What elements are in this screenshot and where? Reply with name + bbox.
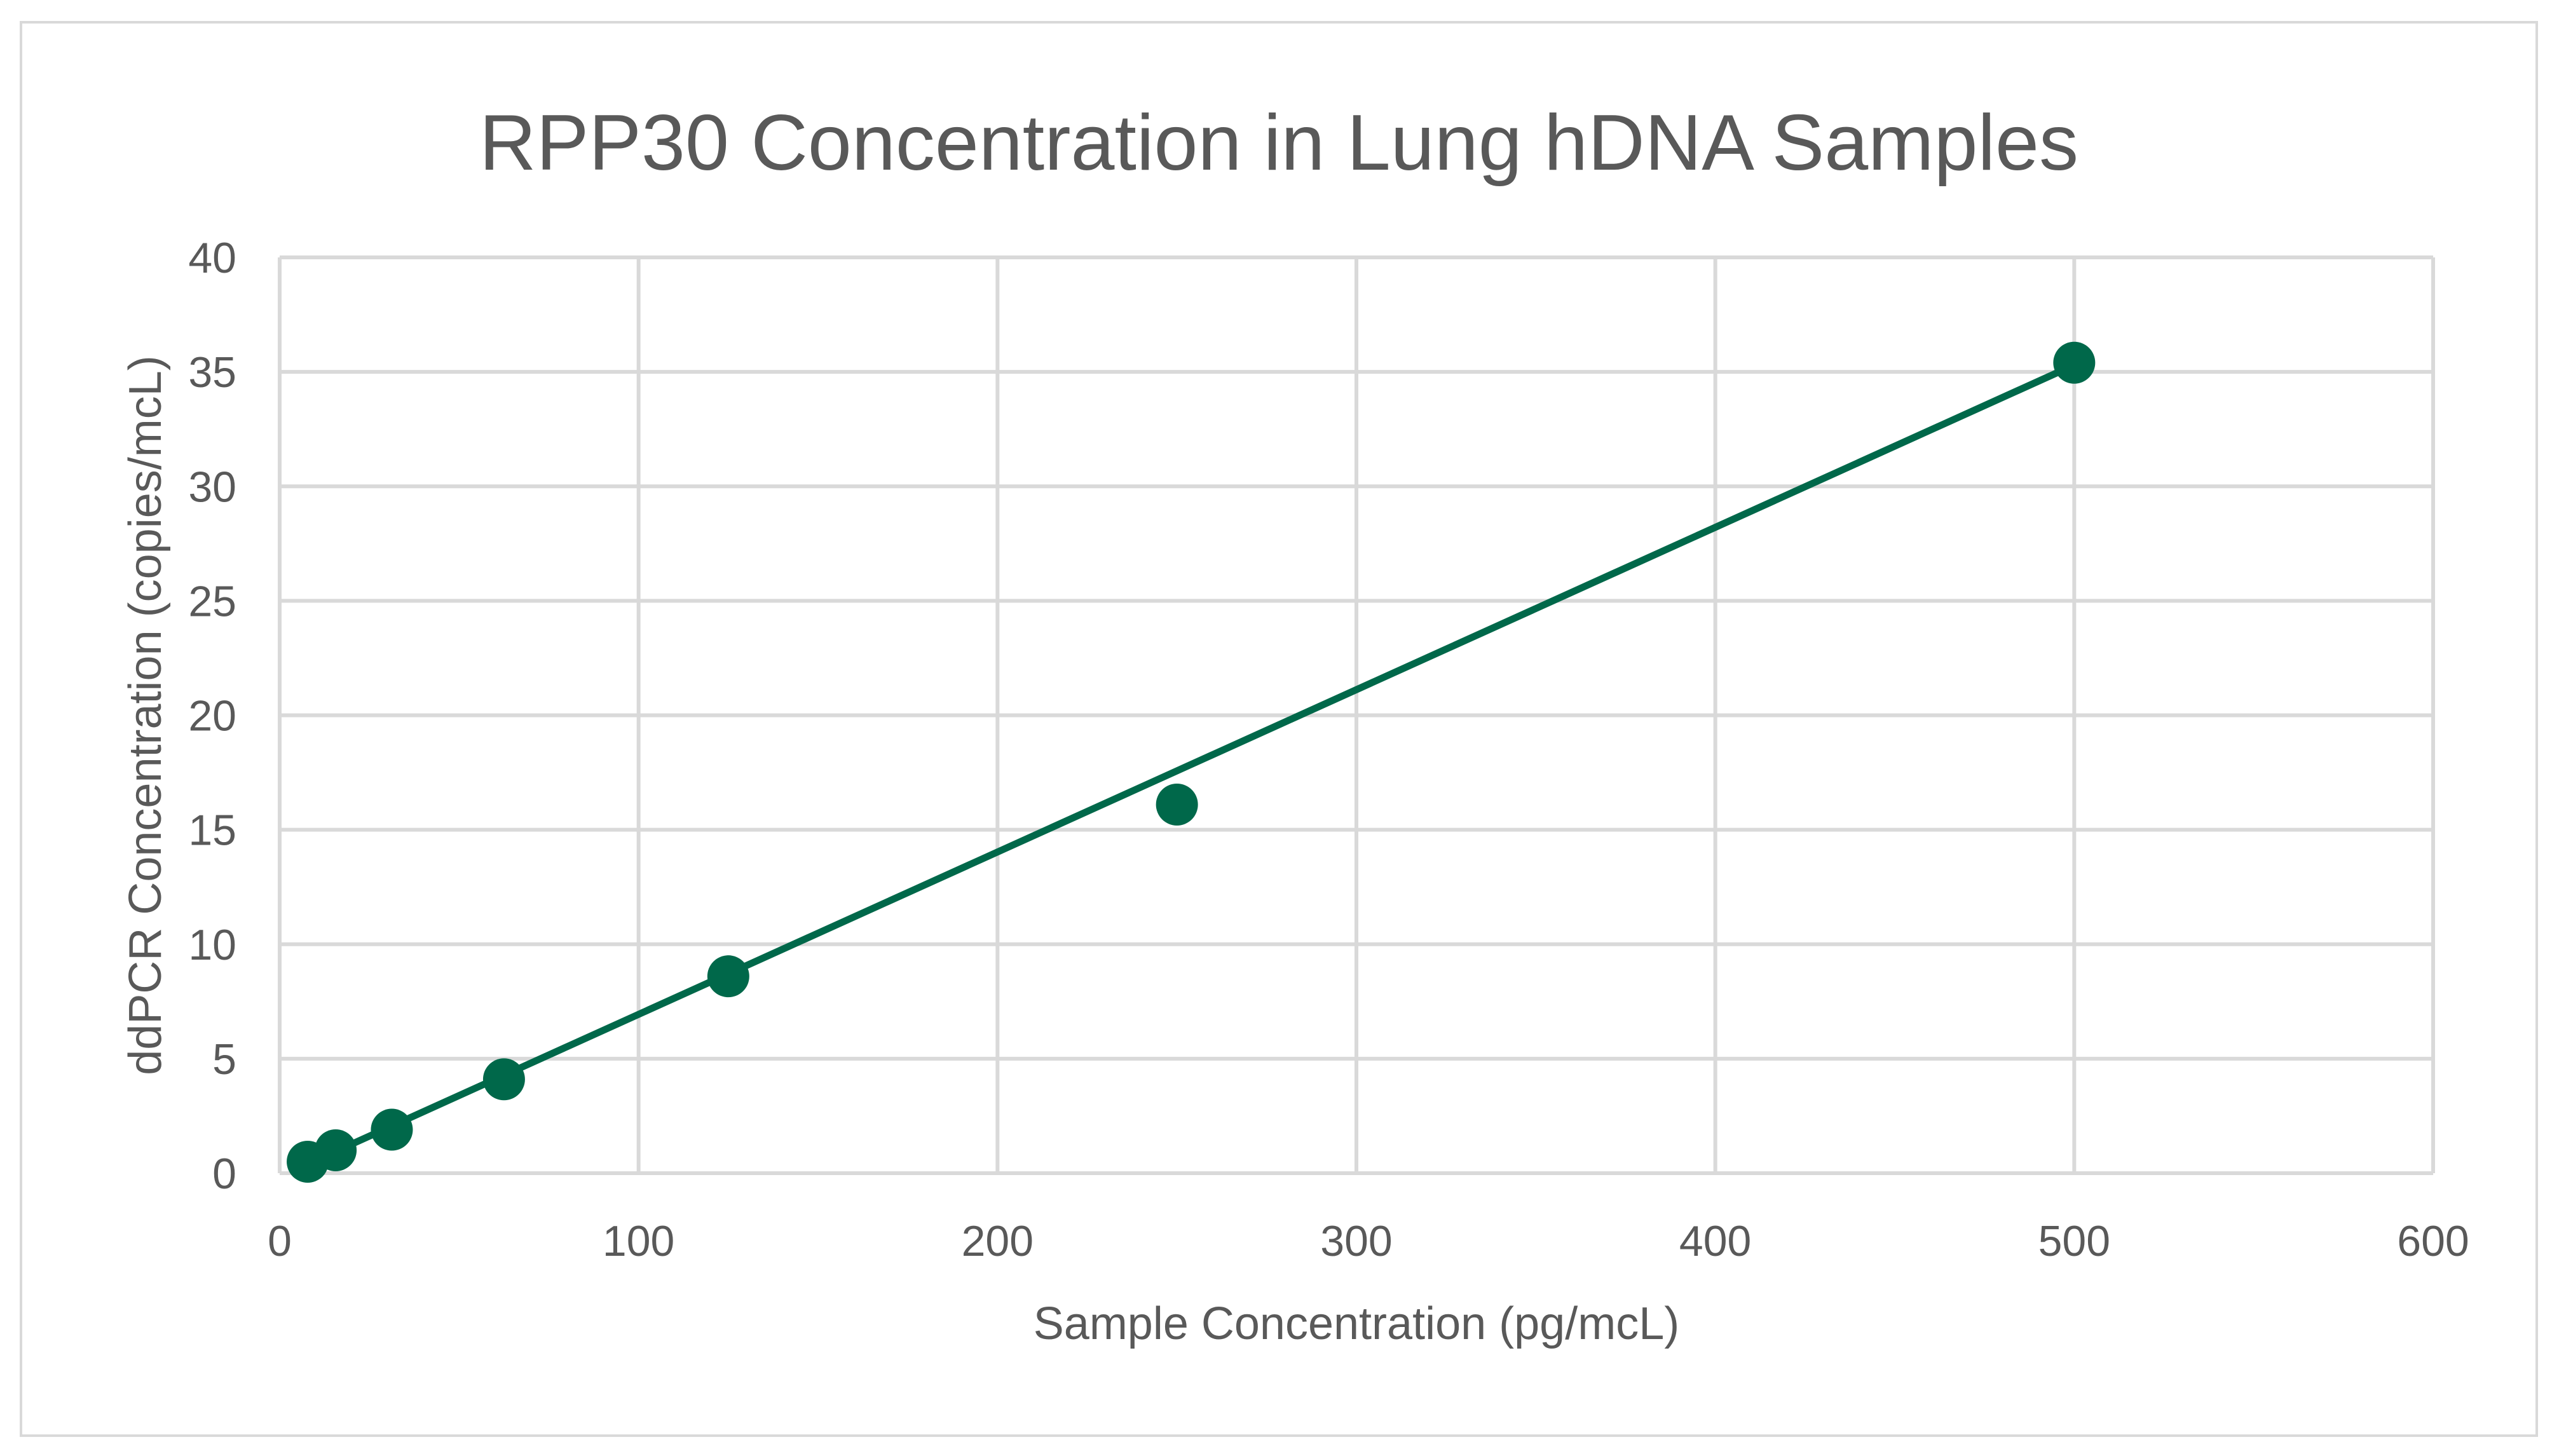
chart-svg: RPP30 Concentration in Lung hDNA Samples… [120,99,2469,1349]
y-tick-label: 20 [188,692,236,740]
y-tick-label: 40 [188,234,236,282]
y-axis-title: ddPCR Concentration (copies/mcL) [120,355,171,1075]
x-tick-label: 100 [603,1217,674,1265]
data-point [315,1129,357,1171]
x-axis-title: Sample Concentration (pg/mcL) [1034,1298,1679,1349]
tick-labels: 0 100 200 300 400 500 600 0 5 10 15 20 25 30 35 40 [188,234,2469,1265]
trendline [304,361,2078,1168]
x-tick-label: 400 [1679,1217,1751,1265]
data-point [707,955,749,998]
data-points [287,341,2096,1183]
x-tick-label: 300 [1320,1217,1392,1265]
chart-frame: RPP30 Concentration in Lung hDNA Samples… [20,21,2538,1437]
y-tick-label: 15 [188,806,236,855]
x-tick-label: 0 [268,1217,292,1265]
trendline-group [304,361,2078,1168]
x-tick-label: 600 [2397,1217,2469,1265]
y-tick-label: 5 [212,1035,236,1084]
y-tick-label: 10 [188,921,236,969]
data-point [371,1108,413,1151]
y-tick-label: 0 [212,1150,236,1198]
x-tick-label: 200 [962,1217,1034,1265]
gridlines [278,255,2435,1175]
data-point [2053,341,2096,384]
y-tick-label: 30 [188,463,236,511]
y-tick-label: 25 [188,577,236,625]
y-tick-label: 35 [188,348,236,397]
data-point [482,1058,525,1101]
x-tick-label: 500 [2038,1217,2110,1265]
data-point [1156,783,1198,826]
chart-title: RPP30 Concentration in Lung hDNA Samples [479,99,2078,187]
